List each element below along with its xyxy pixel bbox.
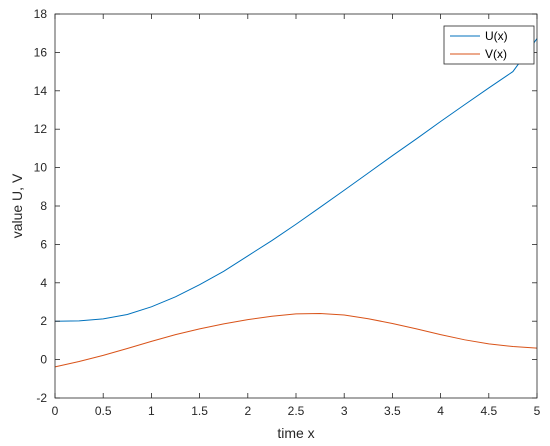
y-tick-label: 14: [34, 84, 48, 98]
legend: U(x) V(x): [443, 25, 535, 65]
x-tick-label: 1: [148, 404, 155, 418]
y-tick-label: 16: [34, 45, 48, 59]
plot-frame: [54, 13, 538, 399]
y-tick-label: 10: [34, 161, 48, 175]
tick-layer: 0 0.5 1 1.5 2 2.5 3 3.5 4 4.5 5 -2 0 2 4 6 8 10 12 14 16 18: [34, 7, 541, 418]
series-layer: [54, 38, 538, 368]
x-tick-label: 0: [52, 404, 59, 418]
y-tick-label: 12: [34, 122, 48, 136]
legend-box: [443, 25, 535, 65]
series-line-v: [54, 313, 538, 368]
x-tick-label: 3: [341, 404, 348, 418]
x-tick-label: 2.5: [288, 404, 305, 418]
x-tick-label: 0.5: [95, 404, 112, 418]
plot-area: [55, 14, 537, 398]
x-tick-label: 4.5: [480, 404, 497, 418]
y-tick-label: -2: [36, 391, 47, 405]
y-tick-label: 6: [40, 237, 47, 251]
x-tick-label: 5: [534, 404, 541, 418]
x-tick-label: 3.5: [384, 404, 401, 418]
y-tick-label: 2: [40, 314, 47, 328]
legend-label-u: U(x): [485, 29, 508, 43]
y-tick-label: 8: [40, 199, 47, 213]
series-line-u: [54, 38, 538, 322]
x-axis-label: time x: [277, 425, 314, 441]
y-tick-label: 18: [34, 7, 48, 21]
x-tick-label: 2: [244, 404, 251, 418]
x-tick-label: 1.5: [191, 404, 208, 418]
legend-label-v: V(x): [485, 47, 507, 61]
y-tick-label: 0: [40, 353, 47, 367]
x-tick-label: 4: [437, 404, 444, 418]
y-tick-label: 4: [40, 276, 47, 290]
y-axis-label: value U, V: [9, 173, 25, 238]
